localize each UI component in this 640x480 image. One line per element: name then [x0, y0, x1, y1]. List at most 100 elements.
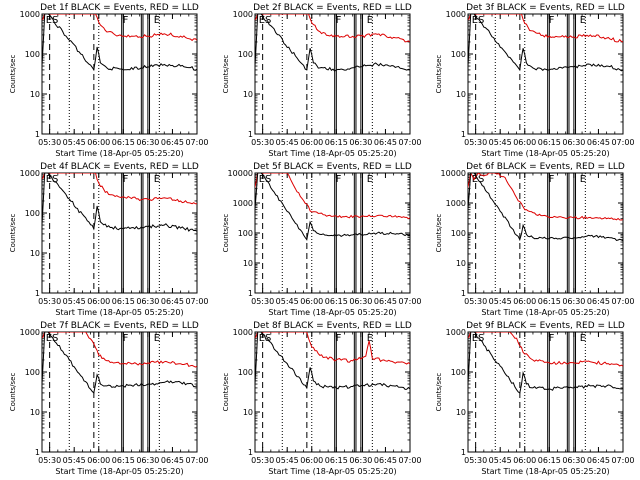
x-tick-label: 06:15 [538, 138, 561, 147]
lld-rate-line [42, 173, 197, 205]
event-rate-line [42, 173, 197, 234]
y-tick-label: 10 [243, 90, 253, 99]
x-tick-label: 05:45 [63, 456, 86, 465]
y-axis-label: Counts/sec [9, 214, 17, 253]
y-tick-label: 1000 [233, 10, 253, 19]
chart-title: Det 6f BLACK = Events, RED = LLD [466, 162, 625, 172]
chart-title: Det 3f BLACK = Events, RED = LLD [466, 3, 625, 13]
x-tick-label: 06:15 [538, 297, 561, 306]
series-group [42, 14, 197, 75]
x-tick-label: 06:00 [513, 297, 536, 306]
x-axis-label: Start Time (18-Apr-05 05:25:20) [268, 308, 396, 317]
x-tick-label: 05:45 [489, 297, 512, 306]
interval-marker-label: F [549, 333, 555, 344]
x-tick-label: 06:00 [300, 138, 323, 147]
x-tick-label: 05:45 [276, 138, 299, 147]
lld-rate-line [255, 173, 410, 220]
x-tick-label: 06:30 [349, 138, 372, 147]
x-tick-label: 06:15 [325, 138, 348, 147]
x-tick-label: 05:30 [38, 297, 61, 306]
panel-det-9: Det 9f BLACK = Events, RED = LLD Start Ti… [435, 321, 635, 476]
plot-frame [254, 172, 411, 294]
lld-rate-line [468, 173, 623, 221]
panel-det-6: Det 6f BLACK = Events, RED = LLD Start Ti… [435, 162, 635, 317]
chart-title: Det 9f BLACK = Events, RED = LLD [466, 321, 625, 331]
interval-marker-label: F [549, 15, 555, 26]
lld-rate-line [255, 14, 410, 43]
x-tick-label: 06:00 [300, 456, 323, 465]
x-tick-label: 06:30 [136, 456, 159, 465]
x-tick-label: 05:45 [276, 456, 299, 465]
interval-marker-label: ES [259, 174, 272, 185]
x-tick-label: 06:45 [161, 456, 184, 465]
plot-frame [254, 331, 411, 453]
y-tick-label: 1000 [20, 10, 40, 19]
interval-marker-label: F [336, 15, 342, 26]
x-tick-label: 06:15 [325, 297, 348, 306]
panel-det-3: Det 3f BLACK = Events, RED = LLD Start Ti… [435, 3, 635, 158]
y-tick-label: 1 [35, 289, 40, 298]
plot-frame [254, 13, 411, 135]
x-tick-label: 05:45 [63, 297, 86, 306]
y-tick-label: 1000 [446, 10, 466, 19]
interval-marker-label: ES [46, 174, 59, 185]
y-tick-label: 1 [461, 448, 466, 457]
event-rate-line [42, 332, 197, 394]
y-axis-label: Counts/sec [222, 214, 230, 253]
y-tick-label: 1 [248, 448, 253, 457]
series-group [255, 173, 410, 241]
chart-title: Det 1f BLACK = Events, RED = LLD [40, 3, 199, 13]
x-axis-label: Start Time (18-Apr-05 05:25:20) [268, 149, 396, 158]
x-tick-label: 06:45 [587, 138, 610, 147]
x-tick-label: 06:30 [136, 297, 159, 306]
y-tick-label: 1 [461, 130, 466, 139]
interval-marker-label: E [154, 15, 160, 26]
y-axis-label: Counts/sec [9, 373, 17, 412]
x-tick-label: 07:00 [398, 138, 421, 147]
plot-frame [467, 331, 624, 453]
x-tick-label: 06:00 [300, 297, 323, 306]
panel-det-1: Det 1f BLACK = Events, RED = LLD Start Ti… [9, 3, 209, 158]
y-tick-label: 1 [35, 448, 40, 457]
x-tick-label: 07:00 [185, 297, 208, 306]
chart-title: Det 4f BLACK = Events, RED = LLD [40, 162, 199, 172]
x-tick-label: 07:00 [185, 138, 208, 147]
y-tick-label: 1 [248, 130, 253, 139]
lld-rate-line [42, 332, 197, 368]
y-tick-label: 10 [30, 90, 40, 99]
y-tick-label: 100 [451, 50, 466, 59]
x-tick-label: 05:30 [38, 456, 61, 465]
interval-marker-label: ES [472, 333, 485, 344]
lld-rate-line [42, 14, 197, 42]
x-tick-label: 06:15 [112, 138, 135, 147]
interval-marker-label: ES [259, 333, 272, 344]
y-tick-label: 100 [238, 229, 253, 238]
panel-det-4: Det 4f BLACK = Events, RED = LLD Start Ti… [9, 162, 209, 317]
y-tick-label: 100 [451, 368, 466, 377]
x-tick-label: 06:45 [374, 138, 397, 147]
x-tick-label: 07:00 [611, 138, 634, 147]
y-tick-label: 10 [456, 408, 466, 417]
interval-marker-label: E [580, 333, 586, 344]
y-tick-label: 1000 [20, 328, 40, 337]
series-group [42, 173, 197, 234]
x-tick-label: 05:45 [63, 138, 86, 147]
y-tick-label: 100 [25, 209, 40, 218]
y-tick-label: 100 [238, 50, 253, 59]
x-axis-label: Start Time (18-Apr-05 05:25:20) [481, 467, 609, 476]
y-tick-label: 10 [243, 259, 253, 268]
x-tick-label: 07:00 [185, 456, 208, 465]
y-tick-label: 1 [35, 130, 40, 139]
interval-marker-label: E [154, 174, 160, 185]
event-rate-line [42, 14, 197, 75]
event-rate-line [468, 173, 623, 242]
interval-marker-label: ES [46, 15, 59, 26]
y-axis-label: Counts/sec [222, 373, 230, 412]
interval-marker-label: F [123, 15, 129, 26]
chart-title: Det 8f BLACK = Events, RED = LLD [253, 321, 412, 331]
series-group [42, 332, 197, 394]
chart-title: Det 7f BLACK = Events, RED = LLD [40, 321, 199, 331]
event-rate-line [255, 14, 410, 75]
x-tick-label: 06:30 [562, 138, 585, 147]
